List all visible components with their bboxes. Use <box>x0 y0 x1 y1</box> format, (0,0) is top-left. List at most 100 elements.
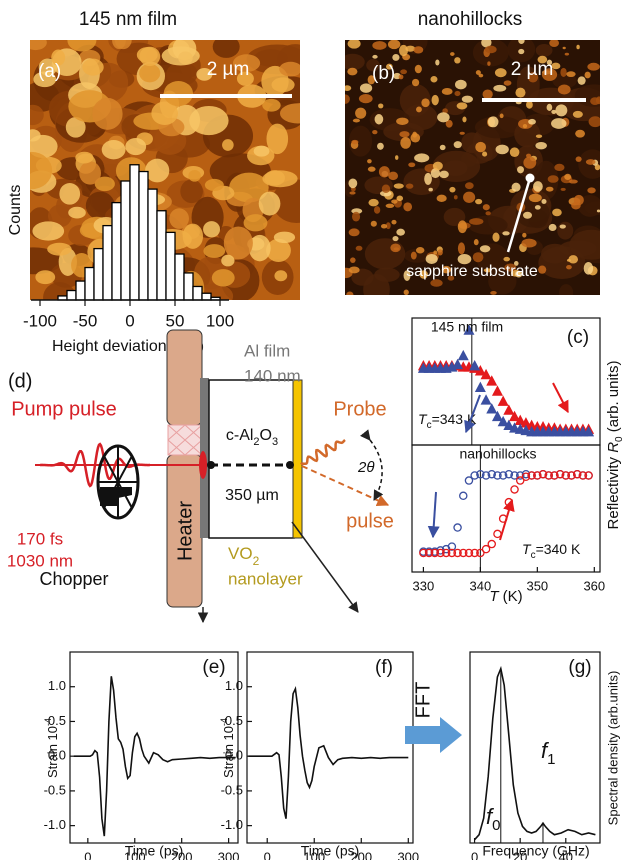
grain <box>430 168 441 179</box>
grain <box>528 193 542 203</box>
grain <box>392 235 399 242</box>
grain <box>378 166 390 178</box>
bar <box>75 280 86 301</box>
panel-label: (d) <box>8 370 32 392</box>
point <box>497 415 509 427</box>
grain <box>433 250 438 255</box>
bar <box>84 266 95 301</box>
grain <box>372 41 387 50</box>
point <box>584 471 593 480</box>
grain <box>392 53 400 61</box>
grain <box>223 226 253 260</box>
point <box>491 385 503 396</box>
point <box>487 539 497 549</box>
grain <box>273 231 296 244</box>
grain <box>526 100 533 109</box>
grain <box>400 137 411 149</box>
grain <box>346 291 354 295</box>
grain <box>499 113 504 119</box>
grain <box>430 76 438 83</box>
grain <box>30 134 58 158</box>
bar <box>165 231 176 301</box>
fft-arrow <box>405 717 462 753</box>
grain <box>431 94 439 106</box>
grain <box>75 151 94 164</box>
grain <box>67 40 97 52</box>
grain <box>462 116 467 123</box>
y-tick-label: 1.0 <box>225 678 243 693</box>
grain <box>583 262 594 275</box>
grain <box>441 87 453 95</box>
x-tick-label: 350 <box>526 578 548 593</box>
angle-arc <box>360 429 384 501</box>
point <box>480 394 492 405</box>
point <box>521 469 531 479</box>
grain <box>203 244 226 258</box>
grain <box>522 211 532 219</box>
grain <box>222 139 234 151</box>
subplot-title: nanohillocks <box>459 446 536 462</box>
grain <box>594 164 600 171</box>
value: =340 K <box>536 541 581 557</box>
grain <box>595 96 600 105</box>
grain <box>59 182 81 205</box>
grain <box>548 223 557 232</box>
x-tick-label: 40 <box>559 849 573 860</box>
grain <box>576 44 580 50</box>
label: 1030 nm <box>7 551 73 570</box>
grain <box>463 191 476 203</box>
grain <box>572 110 583 118</box>
grain <box>551 62 561 70</box>
grain <box>414 153 430 163</box>
grain <box>388 171 399 181</box>
grain <box>379 190 392 197</box>
grain <box>560 187 566 191</box>
grain <box>374 114 384 125</box>
vo2-layer <box>292 379 303 539</box>
label: Reflectivity <box>605 453 622 530</box>
grain <box>566 265 572 270</box>
grain <box>454 57 461 64</box>
point <box>459 548 468 558</box>
point <box>497 395 509 406</box>
dot <box>207 461 215 469</box>
grain <box>521 238 537 248</box>
grain <box>351 139 359 145</box>
grain <box>522 124 528 129</box>
point <box>436 548 445 558</box>
grain <box>30 104 44 126</box>
grain <box>454 90 461 97</box>
point <box>424 548 434 558</box>
grain <box>182 223 204 249</box>
grain <box>585 159 596 165</box>
point <box>527 471 536 480</box>
spokes <box>98 446 138 518</box>
point <box>515 471 525 480</box>
point <box>463 324 475 335</box>
point <box>510 485 519 494</box>
afm-image-b <box>345 40 600 295</box>
grain <box>424 172 432 185</box>
point <box>486 403 498 414</box>
grain <box>387 40 401 50</box>
grain <box>456 102 468 110</box>
x-tick-label: 0 <box>264 849 271 860</box>
point <box>514 423 526 434</box>
point <box>447 542 457 551</box>
grain <box>139 46 161 67</box>
panel-label: (b) <box>372 63 395 84</box>
grain <box>445 119 453 128</box>
grain <box>484 45 497 54</box>
grain <box>92 97 123 130</box>
line <box>248 685 409 819</box>
label: FFT <box>412 682 434 719</box>
grain <box>421 98 430 108</box>
grain <box>350 257 356 264</box>
grain <box>410 133 421 143</box>
point <box>561 471 571 480</box>
grain <box>348 178 358 189</box>
x-axis-label: Time (ps) <box>301 843 360 859</box>
grain <box>352 211 361 222</box>
grain <box>403 202 413 212</box>
point <box>430 548 440 558</box>
